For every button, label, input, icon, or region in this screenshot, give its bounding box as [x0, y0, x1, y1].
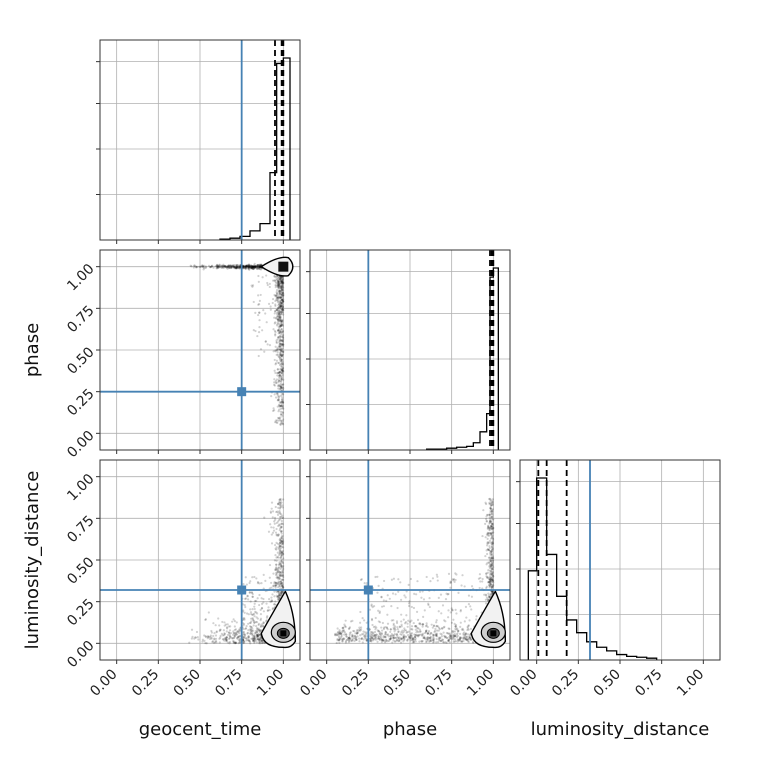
y-tick-label: 0.50: [64, 554, 97, 587]
x-tick-label: 0.75: [212, 666, 245, 699]
scatter-panel: [100, 460, 300, 660]
x-tick-label: 0.50: [381, 666, 414, 699]
x-axis-label-geocent_time: geocent_time: [139, 719, 262, 740]
x-axis-label-phase: phase: [383, 719, 437, 740]
scatter-panel: [310, 460, 510, 660]
x-tick-label: 0.25: [549, 666, 582, 699]
y-tick-label: 0.25: [64, 596, 97, 629]
truth-marker: [237, 585, 247, 595]
y-tick-label: 0.25: [64, 386, 97, 419]
y-tick-label: 1.00: [64, 261, 97, 294]
y-tick-label: 1.00: [64, 471, 97, 504]
x-tick-label: 1.00: [464, 666, 497, 699]
x-tick-label: 0.75: [422, 666, 455, 699]
y-axis-label-phase: phase: [22, 323, 43, 377]
x-tick-label: 0.50: [591, 666, 624, 699]
x-tick-label: 0.25: [339, 666, 372, 699]
x-axis-label-luminosity_distance: luminosity_distance: [531, 719, 710, 740]
x-tick-label: 0.00: [87, 666, 120, 699]
truth-marker: [237, 387, 247, 397]
x-tick-label: 1.00: [254, 666, 287, 699]
x-tick-label: 1.00: [674, 666, 707, 699]
x-tick-label: 0.00: [507, 666, 540, 699]
histogram-phase: [426, 267, 499, 450]
truth-marker: [363, 585, 373, 595]
contour-core: [490, 630, 497, 637]
x-tick-label: 0.75: [632, 666, 665, 699]
x-tick-label: 0.25: [129, 666, 162, 699]
y-tick-label: 0.00: [64, 428, 97, 461]
scatter-panel: [100, 250, 300, 450]
y-tick-label: 0.00: [64, 638, 97, 671]
x-tick-label: 0.00: [297, 666, 330, 699]
y-tick-label: 0.75: [64, 513, 97, 546]
y-axis-label-luminosity_distance: luminosity_distance: [22, 471, 43, 650]
x-tick-label: 0.50: [171, 666, 204, 699]
y-tick-label: 0.50: [64, 344, 97, 377]
contour-core: [278, 261, 289, 272]
histogram-luminosity_distance: [527, 477, 658, 660]
contour-core: [280, 630, 287, 637]
y-tick-label: 0.75: [64, 303, 97, 336]
